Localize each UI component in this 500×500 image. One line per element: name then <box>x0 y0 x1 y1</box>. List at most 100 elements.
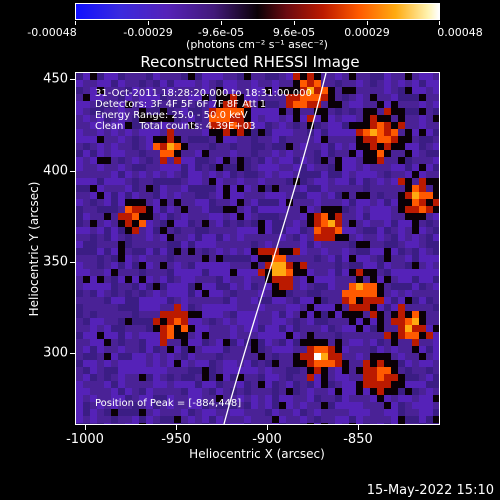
heatmap-cell <box>230 178 237 185</box>
heatmap-cell <box>293 108 300 115</box>
heatmap-cell <box>398 269 405 276</box>
heatmap-cell <box>132 423 139 424</box>
heatmap-cell <box>223 381 230 388</box>
heatmap-cell <box>391 423 398 424</box>
heatmap-cell <box>356 87 363 94</box>
heatmap-cell <box>146 213 153 220</box>
heatmap-cell <box>216 262 223 269</box>
heatmap-cell <box>118 290 125 297</box>
heatmap-cell <box>272 136 279 143</box>
heatmap-cell <box>300 248 307 255</box>
heatmap-cell <box>104 402 111 409</box>
heatmap-cell <box>251 346 258 353</box>
heatmap-cell <box>265 178 272 185</box>
heatmap-cell <box>132 101 139 108</box>
heatmap-cell <box>216 157 223 164</box>
heatmap-cell <box>419 332 426 339</box>
heatmap-cell <box>174 220 181 227</box>
heatmap-cell <box>384 353 391 360</box>
heatmap-cell <box>405 353 412 360</box>
heatmap-cell <box>286 381 293 388</box>
heatmap-cell <box>188 360 195 367</box>
heatmap-cell <box>146 423 153 424</box>
heatmap-cell <box>111 388 118 395</box>
heatmap-cell <box>83 80 90 87</box>
heatmap-cell <box>83 178 90 185</box>
heatmap-cell <box>167 402 174 409</box>
heatmap-cell <box>153 297 160 304</box>
heatmap-cell <box>321 108 328 115</box>
heatmap-cell <box>139 276 146 283</box>
heatmap-cell <box>125 122 132 129</box>
heatmap-cell <box>314 213 321 220</box>
heatmap-cell <box>167 304 174 311</box>
heatmap-cell <box>286 94 293 101</box>
heatmap-cell <box>335 129 342 136</box>
heatmap-cell <box>251 381 258 388</box>
heatmap-cell <box>328 318 335 325</box>
heatmap-cell <box>349 164 356 171</box>
heatmap-cell <box>97 248 104 255</box>
heatmap-cell <box>139 101 146 108</box>
heatmap-cell <box>76 388 83 395</box>
heatmap-cell <box>258 283 265 290</box>
heatmap-cell <box>279 388 286 395</box>
heatmap-cell <box>216 227 223 234</box>
heatmap-cell <box>307 269 314 276</box>
heatmap-cell <box>272 374 279 381</box>
heatmap-cell <box>139 332 146 339</box>
heatmap-cell <box>279 262 286 269</box>
heatmap-cell <box>356 101 363 108</box>
heatmap-cell <box>377 185 384 192</box>
heatmap-cell <box>384 290 391 297</box>
heatmap-cell <box>286 353 293 360</box>
heatmap-cell <box>104 262 111 269</box>
heatmap-cell <box>181 318 188 325</box>
heatmap-cell <box>391 416 398 423</box>
heatmap-cell <box>188 325 195 332</box>
heatmap-cell <box>125 171 132 178</box>
heatmap-cell <box>132 94 139 101</box>
heatmap-cell <box>76 283 83 290</box>
heatmap-cell <box>244 290 251 297</box>
heatmap-cell <box>195 339 202 346</box>
heatmap-cell <box>377 395 384 402</box>
heatmap-cell <box>153 241 160 248</box>
heatmap-cell <box>356 150 363 157</box>
heatmap-cell <box>293 199 300 206</box>
heatmap-cell <box>104 192 111 199</box>
energy-range-text: Energy Range: 25.0 - 50.0 keV <box>95 110 248 121</box>
heatmap-cell <box>419 276 426 283</box>
heatmap-cell <box>118 108 125 115</box>
heatmap-cell <box>139 234 146 241</box>
heatmap-cell <box>377 171 384 178</box>
heatmap-cell <box>391 388 398 395</box>
heatmap-cell <box>258 115 265 122</box>
heatmap-cell <box>111 108 118 115</box>
heatmap-cell <box>139 94 146 101</box>
heatmap-cell <box>272 185 279 192</box>
heatmap-cell <box>314 381 321 388</box>
heatmap-cell <box>188 318 195 325</box>
heatmap-cell <box>272 269 279 276</box>
heatmap-cell <box>251 115 258 122</box>
heatmap-cell <box>181 220 188 227</box>
heatmap-cell <box>426 311 433 318</box>
heatmap-cell <box>307 178 314 185</box>
heatmap-cell <box>153 283 160 290</box>
heatmap-cell <box>181 283 188 290</box>
heatmap-cell <box>251 94 258 101</box>
heatmap-cell <box>419 311 426 318</box>
heatmap-cell <box>307 374 314 381</box>
heatmap-cell <box>188 213 195 220</box>
heatmap-cell <box>419 220 426 227</box>
heatmap-cell <box>90 73 97 80</box>
heatmap-cell <box>412 80 419 87</box>
heatmap-cell <box>342 283 349 290</box>
heatmap-cell <box>83 374 90 381</box>
heatmap-cell <box>90 388 97 395</box>
heatmap-cell <box>104 276 111 283</box>
heatmap-cell <box>153 388 160 395</box>
heatmap-cell <box>398 199 405 206</box>
heatmap-cell <box>132 150 139 157</box>
